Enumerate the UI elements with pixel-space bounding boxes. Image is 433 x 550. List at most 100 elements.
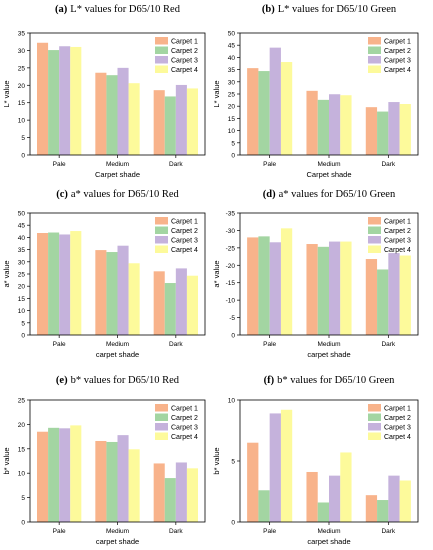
chart-title: (b) L* values for D65/10 Green <box>262 4 397 15</box>
legend-swatch <box>368 245 381 253</box>
y-tick-label: 5 <box>21 495 25 502</box>
bar <box>247 442 259 522</box>
y-tick-label: 30 <box>18 48 26 55</box>
y-tick-label: 10 <box>228 398 236 405</box>
bar <box>306 244 318 335</box>
bar <box>48 50 60 155</box>
y-tick-label: -35 <box>226 211 236 218</box>
legend-label: Carpet 4 <box>384 67 411 74</box>
title-text: L* values for D65/10 Red <box>70 4 180 15</box>
legend-swatch <box>368 217 381 225</box>
y-tick-label: -5 <box>229 315 235 322</box>
bar <box>164 283 176 335</box>
y-tick-label: -10 <box>226 298 236 305</box>
chart-panel-c: (c) a* values for D65/10 Red 0 5 10 15 20 25 30 3… <box>2 189 206 359</box>
bar <box>388 253 400 335</box>
bar <box>280 228 293 335</box>
bar <box>280 409 293 522</box>
panel-letter: (d) <box>263 189 276 200</box>
legend-label: Carpet 1 <box>384 406 411 413</box>
bar <box>186 468 198 522</box>
bar <box>388 102 400 155</box>
y-axis-label: a* value <box>212 260 221 287</box>
y-tick-label: 50 <box>18 211 26 218</box>
x-tick-label: Dark <box>169 528 183 535</box>
bar <box>128 449 140 522</box>
title-text: L* values for D65/10 Green <box>278 4 397 15</box>
y-tick-label: 20 <box>18 422 26 429</box>
legend-label: Carpet 3 <box>384 238 411 245</box>
bar <box>399 255 411 335</box>
bar <box>186 88 198 155</box>
legend-swatch <box>155 65 168 73</box>
bar <box>365 495 378 522</box>
bar <box>377 269 389 335</box>
legend-label: Carpet 1 <box>171 406 198 413</box>
bar <box>258 71 270 155</box>
bar <box>269 242 281 335</box>
y-axis-label: L* value <box>212 80 221 107</box>
bar <box>153 463 165 522</box>
bar <box>258 236 270 335</box>
x-tick-label: Medium <box>317 161 340 168</box>
y-tick-label: 30 <box>18 259 26 266</box>
chart-title: (f) b* values for D65/10 Green <box>264 375 395 386</box>
bar <box>258 490 270 522</box>
bar <box>59 234 71 335</box>
x-tick-label: Dark <box>169 161 183 168</box>
legend-label: Carpet 2 <box>171 228 198 235</box>
bar <box>70 46 82 155</box>
y-tick-label: 5 <box>231 459 235 466</box>
legend-swatch <box>155 432 168 440</box>
y-tick-label: 20 <box>18 284 26 291</box>
bar <box>37 431 49 522</box>
bar <box>106 252 118 335</box>
panel-letter: (f) <box>264 375 275 386</box>
bar <box>106 75 118 155</box>
y-tick-label: 0 <box>231 153 235 160</box>
y-tick-label: 25 <box>18 65 26 72</box>
legend-label: Carpet 2 <box>171 415 198 422</box>
title-text: b* values for D65/10 Red <box>71 375 180 386</box>
y-tick-label: 35 <box>18 247 26 254</box>
bar <box>128 83 140 155</box>
bar <box>48 427 60 522</box>
x-axis-label: Carpet shade <box>95 170 140 179</box>
x-tick-label: Medium <box>106 341 129 348</box>
x-tick-label: Dark <box>169 341 183 348</box>
x-axis-label: carpet shade <box>96 537 139 546</box>
chart-title: (d) a* values for D65/10 Green <box>263 189 396 200</box>
legend-label: Carpet 2 <box>384 48 411 55</box>
plot-frame <box>239 32 419 156</box>
legend-swatch <box>155 56 168 64</box>
bar <box>365 107 378 155</box>
bar <box>37 233 49 335</box>
chart-panel-e: (e) b* values for D65/10 Red 0 5 10 15 20 25 Pal… <box>2 375 206 546</box>
y-tick-label: 5 <box>21 320 25 327</box>
bar <box>399 104 411 155</box>
bar <box>128 263 140 335</box>
bar <box>37 42 49 156</box>
legend-swatch <box>155 413 168 421</box>
legend-swatch <box>155 37 168 45</box>
title-text: a* values for D65/10 Red <box>71 189 180 200</box>
legend-label: Carpet 3 <box>171 58 198 65</box>
y-tick-label: 15 <box>18 100 26 107</box>
legend-label: Carpet 4 <box>171 67 198 74</box>
chart-title: (c) a* values for D65/10 Red <box>56 189 179 200</box>
bar <box>117 67 129 155</box>
y-tick-label: 30 <box>228 79 236 86</box>
y-tick-label: 25 <box>18 398 26 405</box>
y-tick-label: 10 <box>18 118 26 125</box>
legend-label: Carpet 2 <box>171 48 198 55</box>
y-tick-label: -15 <box>226 280 236 287</box>
bar <box>306 471 318 522</box>
panel-letter: (e) <box>56 375 68 386</box>
bar <box>153 271 165 335</box>
bar <box>95 440 107 522</box>
legend-swatch <box>368 37 381 45</box>
x-tick-label: Pale <box>53 528 66 535</box>
y-tick-label: -20 <box>226 263 236 270</box>
bar <box>306 90 318 155</box>
